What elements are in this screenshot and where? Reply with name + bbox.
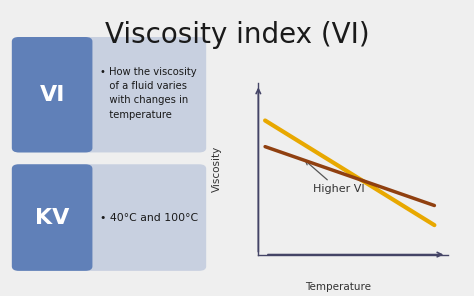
Text: Viscosity index (VI): Viscosity index (VI) (105, 21, 369, 49)
Text: • How the viscosity
   of a fluid varies
   with changes in
   temperature: • How the viscosity of a fluid varies wi… (100, 67, 196, 120)
FancyBboxPatch shape (12, 37, 206, 152)
Text: VI: VI (39, 85, 65, 105)
Text: KV: KV (35, 207, 69, 228)
FancyBboxPatch shape (12, 37, 92, 152)
Text: • 40°C and 100°C: • 40°C and 100°C (100, 213, 198, 223)
Text: Temperature: Temperature (305, 282, 371, 292)
Text: Higher VI: Higher VI (305, 161, 364, 194)
FancyBboxPatch shape (12, 164, 92, 271)
Text: Viscosity: Viscosity (211, 146, 222, 192)
FancyBboxPatch shape (12, 164, 206, 271)
